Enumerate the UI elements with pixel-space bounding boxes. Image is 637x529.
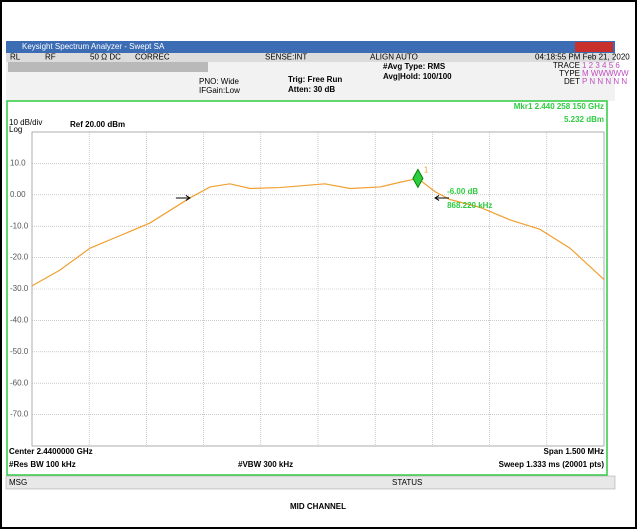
trace-label: TRACE xyxy=(553,61,580,70)
vbw: #VBW 300 kHz xyxy=(238,460,293,469)
window-title: Keysight Spectrum Analyzer - Swept SA xyxy=(22,42,165,51)
ref-level: Ref 20.00 dBm xyxy=(70,120,125,129)
footer xyxy=(5,475,616,490)
y-tick-label: 0.00 xyxy=(10,190,26,199)
delta-freq: 868.220 kHz xyxy=(447,201,492,210)
atten: Atten: 30 dB xyxy=(288,85,335,94)
status-item: CORREC xyxy=(135,53,170,62)
avg-type: #Avg Type: RMS xyxy=(383,62,446,71)
y-tick-label: -10.0 xyxy=(10,221,29,230)
status-item: ALIGN AUTO xyxy=(370,53,418,62)
rbw: #Res BW 100 kHz xyxy=(9,460,76,469)
window-buttons[interactable] xyxy=(575,42,613,52)
center: Center 2.4400000 GHz xyxy=(9,447,93,456)
y-tick-label: -70.0 xyxy=(10,410,29,419)
input-box xyxy=(8,62,208,72)
trace xyxy=(31,177,605,287)
delta-arrow xyxy=(434,195,450,201)
marker-freq: Mkr1 2.440 258 150 GHz xyxy=(514,102,604,111)
sweep: Sweep 1.333 ms (20001 pts) xyxy=(499,460,605,469)
pno: PNO: Wide xyxy=(199,77,240,86)
marker-level: 5.232 dBm xyxy=(564,115,604,124)
type-vals: M WWWWW xyxy=(582,69,629,78)
datetime: 04:18:55 PM Feb 21, 2020 xyxy=(535,53,630,62)
y-tick-label: -30.0 xyxy=(10,284,29,293)
y-tick-label: -50.0 xyxy=(10,347,29,356)
status-item: SENSE:INT xyxy=(265,53,307,62)
y-tick-label: -20.0 xyxy=(10,253,29,262)
status-item: RL xyxy=(10,53,21,62)
status-item: 50 Ω DC xyxy=(90,53,121,62)
det-label: DET xyxy=(564,77,580,86)
delta-db: -6.00 dB xyxy=(447,187,478,196)
display xyxy=(6,100,608,476)
y-tick-label: 10.0 xyxy=(10,159,26,168)
y-tick-label: -60.0 xyxy=(10,378,29,387)
delta-arrow xyxy=(175,195,191,201)
scale-type: Log xyxy=(9,125,22,134)
span: Span 1.500 MHz xyxy=(544,447,604,456)
y-tick-label: -40.0 xyxy=(10,316,29,325)
trig: Trig: Free Run xyxy=(288,75,342,84)
status-row xyxy=(6,53,615,62)
marker-label: 1 xyxy=(424,165,429,174)
title-bar xyxy=(6,41,615,53)
caption: MID CHANNEL xyxy=(290,502,346,511)
status-item: RF xyxy=(45,53,56,62)
avg-hold: Avg|Hold: 100/100 xyxy=(383,72,452,81)
type-label: TYPE xyxy=(559,69,580,78)
status: STATUS xyxy=(392,478,422,487)
status-items: RL RF 50 Ω DC CORREC SENSE:INT ALIGN AUTO xyxy=(10,53,418,62)
marker xyxy=(412,168,424,189)
msg: MSG xyxy=(9,478,27,487)
ifgain: IFGain:Low xyxy=(199,86,240,95)
scale: 10 dB/div xyxy=(9,118,42,127)
det-vals: P N N N N N xyxy=(582,77,627,86)
trace-nums: 1 2 3 4 5 6 xyxy=(582,61,620,70)
plot: 10.0 0.00 -10.0 -20.0 -30.0 -40.0 -50.0 -60.0 -7… xyxy=(10,131,605,447)
